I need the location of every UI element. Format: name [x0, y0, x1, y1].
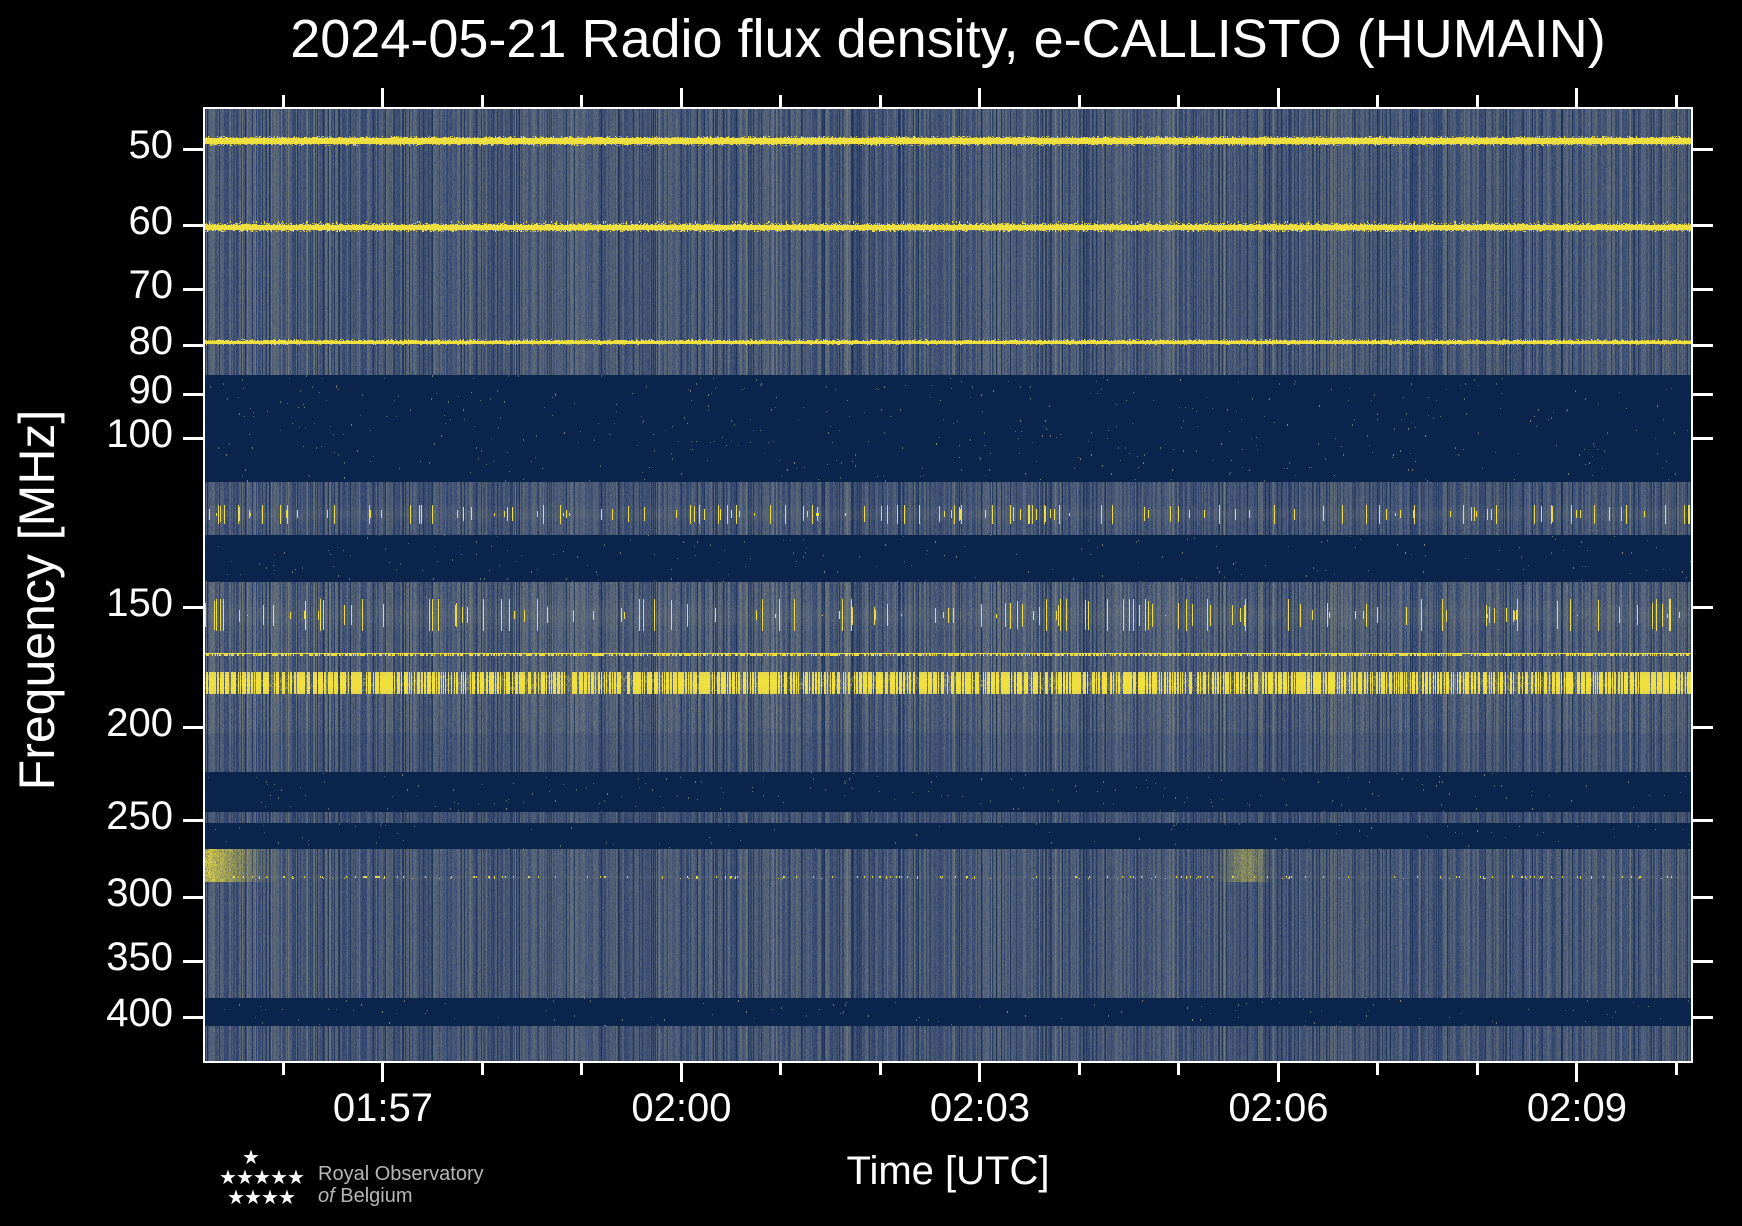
- svg-text:★: ★: [270, 1167, 288, 1189]
- svg-text:★: ★: [253, 1167, 271, 1189]
- svg-text:★: ★: [219, 1167, 237, 1189]
- svg-text:★: ★: [261, 1187, 279, 1209]
- svg-text:Royal Observatory: Royal Observatory: [318, 1163, 484, 1185]
- svg-text:★: ★: [278, 1187, 296, 1209]
- svg-text:★: ★: [227, 1187, 245, 1209]
- svg-text:of Belgium: of Belgium: [318, 1185, 413, 1207]
- svg-text:★: ★: [236, 1167, 254, 1189]
- svg-text:★: ★: [244, 1187, 262, 1209]
- svg-text:★: ★: [287, 1167, 305, 1189]
